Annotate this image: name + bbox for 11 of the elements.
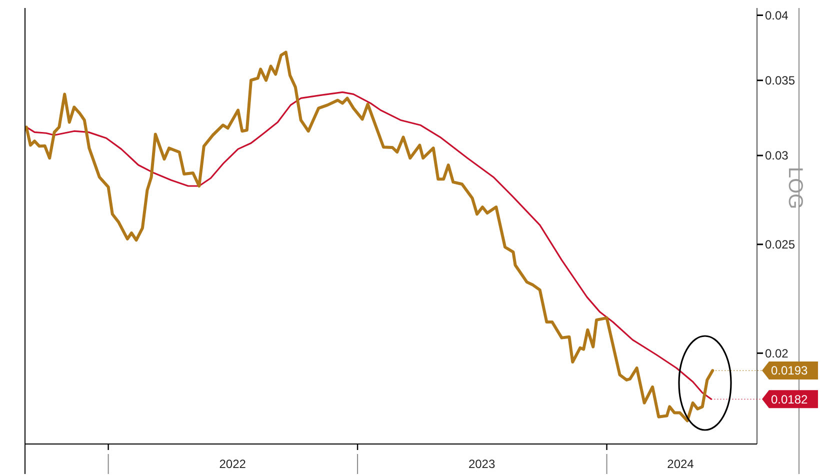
x-tick-label: 2024 bbox=[667, 457, 694, 471]
x-tick-label: 2022 bbox=[219, 457, 246, 471]
data-label: 0.0193 bbox=[771, 364, 808, 378]
y-tick-label: 0.025 bbox=[765, 238, 796, 252]
y-tick-label: 0.02 bbox=[765, 346, 789, 360]
text: LOG bbox=[784, 166, 806, 210]
y-tick-label: 0.03 bbox=[765, 148, 789, 163]
y-tick-label: 0.04 bbox=[765, 8, 789, 22]
x-tick-label: 2023 bbox=[468, 457, 496, 471]
data-label: 0.0182 bbox=[771, 392, 808, 406]
y-tick-label: 0.035 bbox=[765, 74, 796, 88]
